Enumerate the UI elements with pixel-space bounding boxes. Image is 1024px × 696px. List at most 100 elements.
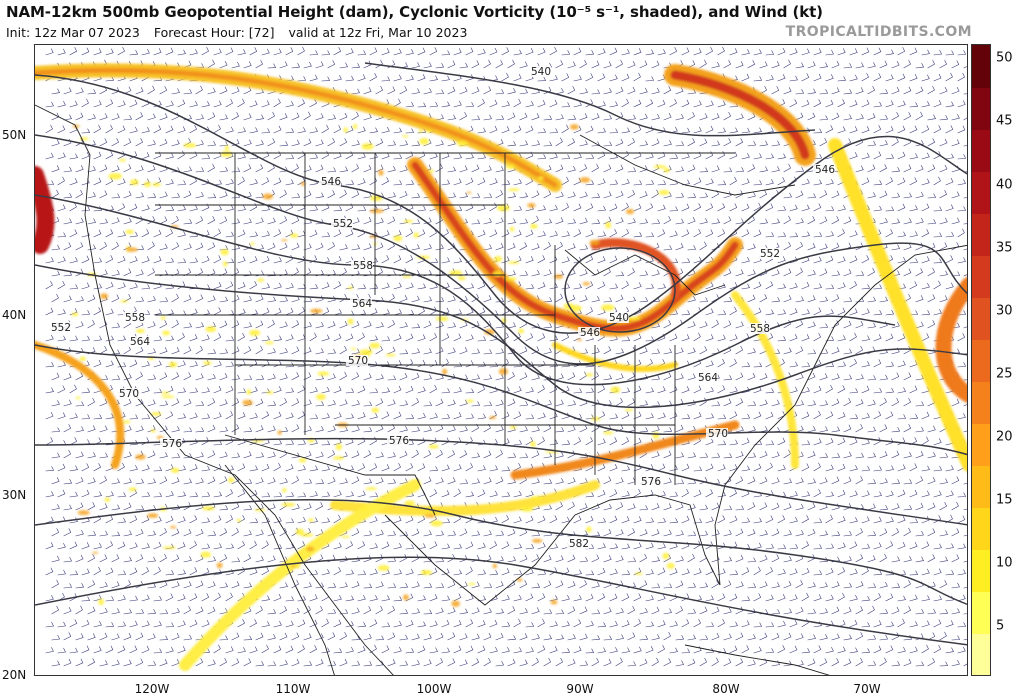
wind-barb (573, 100, 582, 108)
vorticity-blob (600, 304, 615, 311)
wind-barb (915, 217, 924, 225)
wind-barb (675, 502, 684, 511)
wind-barb (891, 479, 901, 485)
wind-barb (99, 398, 108, 407)
wind-barb (753, 411, 762, 420)
wind-barb (327, 241, 335, 251)
vorticity-blob (350, 347, 356, 350)
wind-barb (945, 153, 954, 160)
wind-barb (759, 450, 768, 459)
wind-barb (465, 491, 474, 498)
vorticity-blob (227, 477, 235, 483)
wind-barb (81, 98, 89, 108)
wind-barb (171, 192, 180, 199)
wind-barb (897, 618, 905, 628)
wind-barb (681, 414, 691, 420)
wind-barb (243, 505, 253, 511)
wind-barb (183, 166, 192, 173)
wind-barb (309, 127, 318, 134)
wind-barb (387, 605, 395, 615)
wind-barb (597, 231, 606, 238)
wind-barb (615, 112, 624, 121)
wind-barb (303, 425, 312, 433)
wind-barb (873, 387, 883, 394)
wind-barb (699, 138, 708, 147)
wind-barb (429, 567, 438, 576)
wind-barb (339, 609, 349, 615)
wind-barb (699, 606, 708, 615)
wind-barb (237, 332, 245, 342)
wind-barb (57, 152, 66, 160)
wind-barb (801, 99, 810, 108)
vorticity-blob (301, 181, 306, 186)
wind-barb (747, 557, 757, 563)
wind-barb (495, 530, 504, 537)
wind-barb (843, 424, 852, 433)
wind-barb (339, 399, 348, 407)
contour-label-bg (160, 438, 182, 449)
wind-barb (909, 310, 919, 316)
wind-barb (291, 632, 300, 641)
wind-barb (423, 659, 432, 667)
wind-barb (315, 374, 324, 381)
wind-barb (447, 449, 455, 459)
wind-barb (747, 476, 756, 485)
wind-barb (255, 529, 264, 537)
wind-barb (201, 619, 210, 628)
wind-barb (669, 98, 677, 108)
wind-barb (813, 99, 822, 108)
wind-barb (69, 465, 78, 472)
wind-barb (141, 229, 150, 238)
wind-barb (795, 633, 804, 641)
wind-barb (429, 47, 438, 56)
wind-barb (381, 177, 389, 186)
wind-barb (465, 308, 474, 316)
wind-barb (543, 580, 552, 589)
wind-barb (525, 647, 534, 654)
wind-barb (297, 569, 306, 576)
vorticity-blob (589, 239, 600, 246)
wind-barb (345, 151, 354, 160)
wind-barb (513, 362, 523, 368)
wind-barb (165, 205, 175, 212)
wind-barb (177, 620, 186, 628)
wind-barb (87, 192, 96, 199)
wind-barb (225, 281, 234, 290)
wind-barb (699, 321, 708, 329)
wind-barb (549, 46, 557, 56)
wind-barb (411, 88, 420, 95)
wind-barb (513, 306, 521, 316)
wind-barb (909, 489, 918, 498)
wind-barb (393, 154, 403, 160)
wind-barb (777, 336, 787, 342)
contour-label-bg (123, 312, 145, 323)
wind-barb (171, 607, 180, 615)
contour-label-bg (49, 322, 71, 333)
wind-barb (69, 229, 78, 238)
wind-barb (567, 61, 576, 69)
wind-barb (159, 425, 168, 433)
wind-barb (807, 193, 817, 199)
wind-barb (831, 270, 840, 277)
vorticity-blob (403, 219, 414, 223)
wind-barb (531, 607, 540, 615)
wind-barb (735, 269, 744, 277)
wind-barb (897, 516, 906, 524)
wind-barb (159, 452, 168, 459)
wind-barb (273, 462, 281, 472)
wind-barb (729, 570, 739, 576)
wind-barb (819, 216, 828, 225)
wind-barb (63, 166, 72, 173)
wind-barb (789, 99, 798, 108)
wind-barb (405, 101, 414, 108)
wind-barb (819, 115, 829, 121)
wind-barb (813, 359, 822, 368)
wind-barb (309, 414, 319, 420)
wind-barb (861, 47, 870, 56)
wind-barb (405, 385, 414, 394)
wind-barb (249, 100, 258, 108)
wind-barb (585, 179, 595, 186)
wind-barb (381, 282, 390, 290)
wind-barb (621, 411, 630, 420)
vorticity-blob (161, 395, 175, 399)
